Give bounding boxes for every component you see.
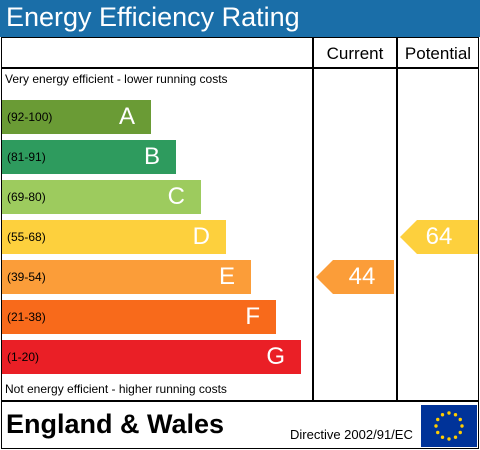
- band-range-label: (21-38): [7, 310, 46, 324]
- band-range-label: (69-80): [7, 190, 46, 204]
- eu-flag-icon: [421, 405, 477, 447]
- band-d: (55-68) D: [2, 220, 226, 254]
- band-range-label: (1-20): [7, 350, 40, 364]
- eu-star: [458, 430, 462, 435]
- eu-star: [434, 424, 438, 428]
- eu-star: [436, 417, 440, 422]
- band-letter-label: C: [167, 183, 185, 210]
- band-b: (81-91) B: [2, 140, 176, 174]
- band-a: (92-100) A: [2, 100, 151, 134]
- band-letter-label: F: [245, 303, 260, 330]
- directive-label: Directive 2002/91/EC: [290, 427, 413, 442]
- eu-star: [453, 413, 458, 417]
- current-rating-value: 44: [348, 263, 376, 290]
- band-g: (1-20) G: [2, 340, 301, 374]
- band-letter-label: B: [143, 143, 160, 170]
- band-range-label: (81-91): [7, 150, 46, 164]
- band-letter-label: G: [266, 343, 285, 370]
- column-header-potential: Potential: [404, 44, 472, 63]
- eu-star: [460, 424, 464, 428]
- title-bar: Energy Efficiency Rating: [0, 0, 480, 37]
- current-rating-arrow-shape: [316, 260, 394, 294]
- potential-rating-arrow: 64: [400, 220, 478, 254]
- eu-star: [447, 437, 451, 441]
- band-e: (39-54) E: [2, 260, 251, 294]
- divider-potential: [396, 38, 398, 400]
- band-range-label: (92-100): [7, 110, 53, 124]
- band-range-label: (55-68): [7, 230, 46, 244]
- band-range-label: (39-54): [7, 270, 46, 284]
- bottom-note: Not energy efficient - higher running co…: [5, 382, 227, 396]
- chart-title: Energy Efficiency Rating: [6, 2, 300, 32]
- top-note: Very energy efficient - lower running co…: [5, 72, 228, 86]
- header-divider: [1, 67, 478, 69]
- eu-star: [436, 430, 440, 435]
- eu-star: [453, 435, 458, 439]
- band-f: (21-38) F: [2, 300, 276, 334]
- band-letter-label: D: [192, 223, 210, 250]
- column-header-current: Current: [326, 44, 384, 63]
- eu-star: [440, 413, 445, 417]
- eu-star: [458, 417, 462, 422]
- current-rating-arrow: 44: [316, 260, 394, 294]
- potential-rating-arrow-shape: [400, 220, 478, 254]
- band-letter-label: A: [118, 103, 135, 130]
- potential-rating-value: 64: [425, 223, 453, 250]
- band-c: (69-80) C: [2, 180, 201, 214]
- chart-frame: [1, 37, 479, 449]
- divider-current: [312, 38, 314, 400]
- region-label: England & Wales: [6, 409, 225, 439]
- eu-star: [447, 411, 451, 415]
- footer-divider: [1, 400, 478, 402]
- eu-star: [440, 435, 445, 439]
- band-letter-label: E: [218, 263, 235, 290]
